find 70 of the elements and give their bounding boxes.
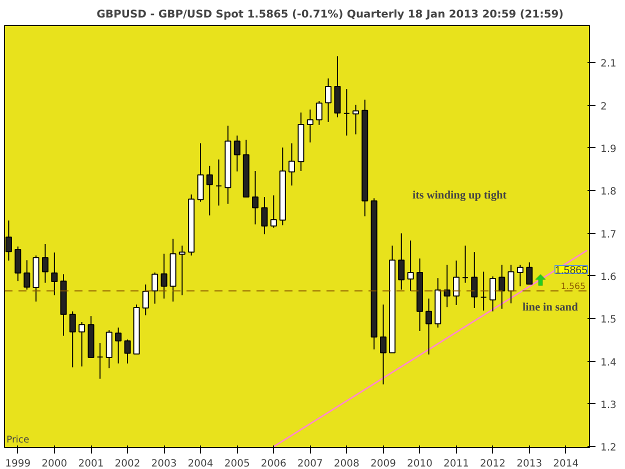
x-tick-label: 2014 <box>553 458 579 469</box>
candlestick <box>152 272 158 304</box>
y-tick-label: 2 <box>600 101 607 112</box>
candlestick <box>178 245 186 296</box>
annotation: line in sand <box>522 302 579 314</box>
y-tick-label: 1.9 <box>600 144 616 155</box>
annotation: its winding up tight <box>412 190 507 202</box>
candlestick <box>215 158 222 206</box>
candlestick <box>124 339 131 364</box>
candlestick <box>42 243 48 284</box>
candlestick <box>270 194 277 228</box>
x-tick-label: 2011 <box>444 458 470 469</box>
candlestick <box>316 100 322 126</box>
candlestick <box>526 262 533 285</box>
x-tick-label: 2007 <box>297 458 323 469</box>
candlestick <box>14 246 22 282</box>
y-tick-label: 2.1 <box>600 58 616 70</box>
candlestick <box>426 298 432 355</box>
candlestick <box>78 322 86 367</box>
y-tick-label: 1.6 <box>600 272 616 283</box>
x-tick-label: 2010 <box>407 458 432 469</box>
y-tick-label: 1.3 <box>600 400 616 411</box>
x-tick-label: 2013 <box>516 458 542 469</box>
x-tick-label: 2005 <box>224 458 250 469</box>
candlestick <box>288 142 295 186</box>
candlestick <box>453 260 460 306</box>
candlestick <box>444 264 450 308</box>
x-tick-label: 2002 <box>114 458 140 469</box>
candlestick <box>498 264 506 310</box>
candlestick <box>234 135 240 172</box>
candlestick <box>490 276 496 312</box>
x-tick-label: 2004 <box>188 458 214 469</box>
candlestick <box>160 253 168 300</box>
y-tick-label: 1.4 <box>600 357 616 368</box>
candlestick <box>142 284 149 316</box>
candlestick <box>96 342 104 380</box>
y-axis-title: Price <box>6 434 30 446</box>
x-tick-label: 2009 <box>370 458 396 469</box>
candlestick <box>252 170 258 225</box>
x-tick-label: 2003 <box>151 458 177 469</box>
candlestick <box>516 264 524 287</box>
candlestick <box>352 104 360 135</box>
candlestick <box>471 252 478 308</box>
ref-line-label: 1.565 <box>560 282 586 292</box>
x-tick-label: 1999 <box>5 458 31 469</box>
candlestick <box>343 88 350 136</box>
candlestick <box>115 327 122 364</box>
y-tick-label: 1.8 <box>600 186 616 198</box>
x-tick-label: 2008 <box>334 458 360 469</box>
candlestick <box>407 240 414 292</box>
candlestick <box>261 196 268 235</box>
candlestick <box>24 260 30 290</box>
y-tick-label: 1.2 <box>600 442 616 454</box>
x-tick-label: 2001 <box>78 458 104 469</box>
candlestick <box>480 271 487 312</box>
candlestick <box>380 304 387 385</box>
x-tick-label: 2000 <box>42 458 68 469</box>
y-tick-label: 1.7 <box>600 229 616 240</box>
candlestick <box>462 245 469 284</box>
candlestick <box>306 109 314 143</box>
candlestick <box>325 78 332 122</box>
y-tick-label: 1.5 <box>600 314 616 326</box>
x-tick-label: 2006 <box>260 458 286 469</box>
chart-title: GBPUSD - GBP/USD Spot 1.5865 (-0.71%) Quarterly 18 Jan 2013 20:59 (21:59) <box>96 8 564 20</box>
candlestick <box>51 252 58 296</box>
candlestick <box>206 165 213 216</box>
candlestick <box>69 310 76 368</box>
candlestick <box>398 232 405 290</box>
x-tick-label: 2012 <box>480 458 506 469</box>
candlestick <box>508 264 514 304</box>
